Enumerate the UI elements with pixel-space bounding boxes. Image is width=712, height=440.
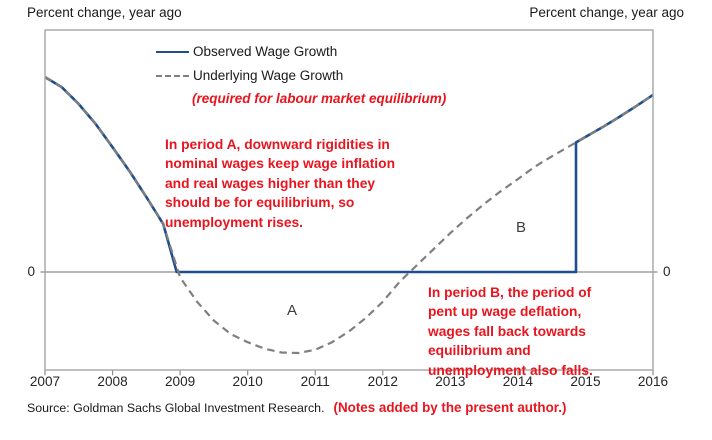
legend: Observed Wage Growth Underlying Wage Gro… [156, 43, 446, 106]
x-axis-label: 2007 [29, 374, 61, 389]
source-credit: Source: Goldman Sachs Global Investment … [27, 401, 325, 415]
legend-underlying-label: Underlying Wage Growth [193, 68, 344, 83]
plot-border [44, 29, 654, 371]
x-axis-label: 2013 [435, 374, 466, 389]
x-axis-label: 2014 [502, 374, 533, 389]
legend-underlying-subnote: (required for labour market equilibrium) [192, 91, 447, 106]
legend-item-observed: Observed Wage Growth [156, 43, 446, 60]
x-axis-label: 2008 [97, 374, 128, 389]
x-axis-label: 2010 [232, 374, 263, 389]
y-axis-zero-label-right: 0 [663, 264, 671, 279]
legend-item-underlying: Underlying Wage Growth [156, 67, 446, 84]
x-axis-label: 2011 [300, 374, 330, 389]
observed-line-swatch-icon [156, 50, 189, 53]
y-axis-zero-label-left: 0 [27, 264, 35, 279]
footer: Source: Goldman Sachs Global Investment … [27, 400, 566, 415]
author-note: (Notes added by the present author.) [333, 400, 567, 415]
period-a-label: A [287, 302, 298, 319]
x-axis-label: 2009 [164, 374, 196, 389]
period-b-annotation: In period B, the period of pent up wage … [428, 285, 593, 378]
y-axis-title-left: Percent change, year ago [27, 5, 182, 20]
x-axis-label: 2015 [570, 374, 601, 389]
legend-observed-label: Observed Wage Growth [193, 44, 338, 59]
period-a-annotation: In period A, downward rigidities in nomi… [165, 137, 395, 230]
x-axis-ticks [44, 370, 654, 376]
period-b-label: B [516, 219, 527, 236]
x-axis-label: 2016 [637, 374, 669, 389]
y-axis-title-right: Percent change, year ago [529, 5, 684, 20]
underlying-line-swatch-icon [156, 74, 189, 77]
underlying-wage-growth-line [44, 76, 654, 355]
x-axis-label: 2012 [367, 374, 398, 389]
